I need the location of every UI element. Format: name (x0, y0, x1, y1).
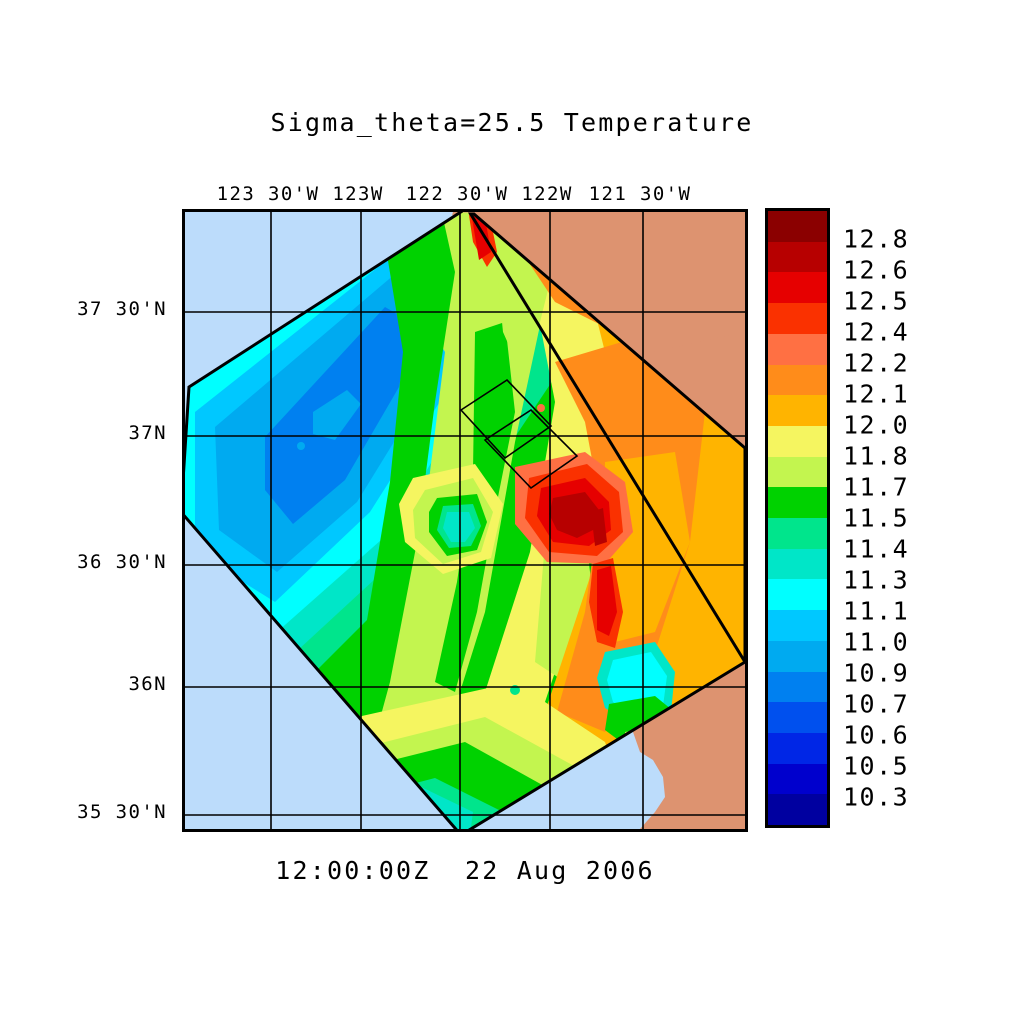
lon-tick-label-4: 121 30'W (588, 183, 692, 205)
lat-tick-label-0: 37 30'N (77, 298, 167, 320)
map-svg (185, 212, 745, 829)
colorbar-band-12 (768, 579, 827, 611)
colorbar-band-9 (768, 487, 827, 519)
colorbar-label-13: 11.0 (843, 627, 910, 657)
page-title: Sigma_theta=25.5 Temperature (270, 108, 754, 137)
colorbar-band-13 (768, 610, 827, 641)
lon-tick-label-3: 122W (521, 183, 573, 205)
colorbar-band-19 (768, 794, 827, 826)
lat-tick-label-1: 37N (128, 422, 167, 444)
colorbar-label-17: 10.5 (843, 751, 910, 781)
lon-tick-label-2: 122 30'W (405, 183, 509, 205)
colorbar-band-8 (768, 456, 827, 488)
colorbar-label-1: 12.6 (843, 255, 910, 285)
colorbar-label-4: 12.2 (843, 348, 910, 378)
timestamp-label: 12:00:00Z 22 Aug 2006 (275, 856, 655, 885)
colorbar-label-16: 10.6 (843, 720, 910, 750)
colorbar-label-3: 12.4 (843, 317, 910, 347)
nested-grid-box-1 (459, 378, 553, 460)
lat-tick-label-4: 35 30'N (77, 801, 167, 823)
lat-tick-label-2: 36 30'N (77, 551, 167, 573)
colorbar-label-5: 12.1 (843, 379, 910, 409)
colorbar-label-8: 11.7 (843, 472, 910, 502)
colorbar-label-0: 12.8 (843, 224, 910, 254)
colorbar-label-14: 10.9 (843, 658, 910, 688)
colorbar-band-16 (768, 702, 827, 733)
colorbar[interactable] (765, 208, 830, 828)
colorbar-label-15: 10.7 (843, 689, 910, 719)
model-domain-edge (467, 212, 745, 663)
map-plot-area[interactable] (182, 209, 748, 832)
colorbar-label-9: 11.5 (843, 503, 910, 533)
nested-grid-box-2 (483, 408, 579, 490)
colorbar-band-2 (768, 272, 827, 304)
colorbar-band-4 (768, 333, 827, 365)
colorbar-band-0 (768, 211, 827, 242)
colorbar-band-1 (768, 241, 827, 273)
colorbar-label-2: 12.5 (843, 286, 910, 316)
colorbar-label-12: 11.1 (843, 596, 910, 626)
colorbar-band-18 (768, 763, 827, 795)
colorbar-label-11: 11.3 (843, 565, 910, 595)
lat-tick-label-3: 36N (128, 673, 167, 695)
colorbar-band-14 (768, 640, 827, 672)
colorbar-label-10: 11.4 (843, 534, 910, 564)
colorbar-band-6 (768, 395, 827, 426)
colorbar-band-10 (768, 518, 827, 549)
colorbar-band-17 (768, 732, 827, 764)
colorbar-band-3 (768, 303, 827, 334)
lon-tick-label-0: 123 30'W (216, 183, 320, 205)
graticule (185, 212, 745, 829)
colorbar-band-7 (768, 425, 827, 457)
colorbar-band-5 (768, 364, 827, 396)
colorbar-label-6: 12.0 (843, 410, 910, 440)
colorbar-band-15 (768, 671, 827, 703)
colorbar-label-7: 11.8 (843, 441, 910, 471)
colorbar-label-18: 10.3 (843, 782, 910, 812)
colorbar-band-11 (768, 548, 827, 580)
lon-tick-label-1: 123W (332, 183, 384, 205)
